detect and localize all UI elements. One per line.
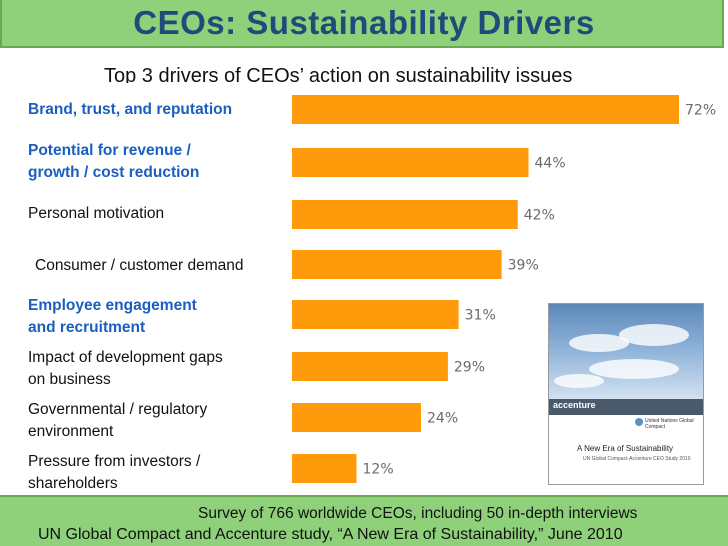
- bar: [292, 403, 421, 432]
- category-line: Employee engagement: [28, 297, 197, 314]
- cover-sky: [549, 304, 703, 404]
- category-line: and recruitment: [28, 319, 146, 336]
- category-line: shareholders: [28, 475, 118, 492]
- bar: [292, 200, 518, 229]
- bar: [292, 300, 459, 329]
- category-label: Employee engagement and recruitment: [28, 295, 197, 339]
- bar-value-label: 24%: [427, 411, 458, 427]
- chart-subtitle: Top 3 drivers of CEOs’ action on sustain…: [104, 65, 573, 83]
- bar-value-label: 42%: [524, 208, 555, 224]
- bar-value-label: 12%: [363, 462, 394, 478]
- cover-title: A New Era of Sustainability: [577, 444, 674, 453]
- bar: [292, 250, 502, 279]
- category-line: Consumer / customer demand: [35, 257, 244, 274]
- slide-title: CEOs: Sustainability Drivers: [133, 4, 595, 41]
- bar-value-label: 31%: [465, 308, 496, 324]
- category-label: Impact of development gaps on business: [28, 347, 223, 391]
- bar-value-label: 44%: [535, 156, 566, 172]
- category-line: Personal motivation: [28, 205, 165, 222]
- category-line: on business: [28, 371, 111, 388]
- category-label: Personal motivation: [28, 203, 164, 225]
- bar-value-label: 29%: [454, 360, 485, 376]
- cover-subtitle: UN Global Compact-Accenture CEO Study 20…: [583, 456, 691, 462]
- category-line: Governmental / regulatory: [28, 401, 208, 418]
- footer-source-note: UN Global Compact and Accenture study, “…: [38, 526, 623, 543]
- category-label: Potential for revenue / growth / cost re…: [28, 140, 199, 184]
- cover-band: [549, 399, 703, 415]
- category-label: Governmental / regulatory environment: [28, 399, 207, 443]
- bar-value-label: 72%: [685, 103, 716, 119]
- bar: [292, 454, 357, 483]
- accenture-logo: accenture: [553, 400, 596, 410]
- footer-bar: Survey of 766 worldwide CEOs, including …: [0, 495, 728, 546]
- bar: [292, 148, 529, 177]
- footer-survey-note: Survey of 766 worldwide CEOs, including …: [198, 505, 638, 522]
- category-line: growth / cost reduction: [28, 164, 200, 181]
- report-cover-image: accenture United Nations Global Compact …: [548, 303, 704, 485]
- category-line: Potential for revenue /: [28, 142, 191, 159]
- bar-value-label: 39%: [508, 258, 539, 274]
- bar: [292, 95, 679, 124]
- category-label: Pressure from investors / shareholders: [28, 451, 200, 495]
- category-label: Brand, trust, and reputation: [28, 99, 232, 121]
- title-bar: [0, 0, 724, 48]
- category-line: Pressure from investors /: [28, 453, 201, 470]
- category-line: environment: [28, 423, 114, 440]
- bar: [292, 352, 448, 381]
- category-line: Impact of development gaps: [28, 349, 223, 366]
- un-global-compact-logo-icon: [635, 418, 643, 426]
- category-label: Consumer / customer demand: [35, 255, 243, 277]
- cover-partner: United Nations Global Compact: [645, 418, 694, 430]
- category-line: Brand, trust, and reputation: [28, 101, 233, 118]
